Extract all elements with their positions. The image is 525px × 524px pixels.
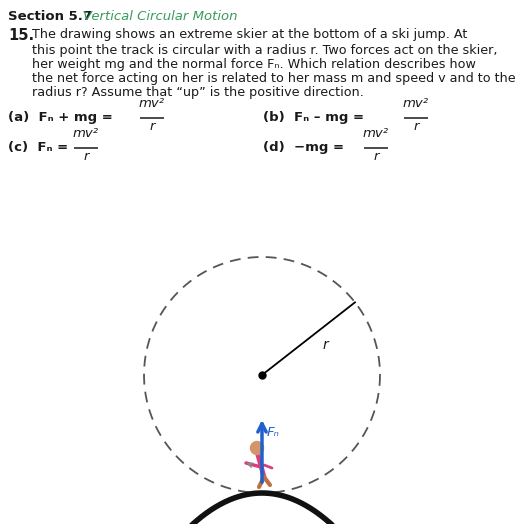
- Text: this point the track is circular with a radius r. Two forces act on the skier,: this point the track is circular with a …: [32, 44, 498, 57]
- Text: r: r: [83, 150, 89, 163]
- Text: (a)  Fₙ + mg =: (a) Fₙ + mg =: [8, 112, 113, 125]
- Text: the net force acting on her is related to her mass m and speed v and to the: the net force acting on her is related t…: [32, 72, 516, 85]
- Text: (c)  Fₙ =: (c) Fₙ =: [8, 141, 68, 155]
- Text: her weight mg and the normal force Fₙ. Which relation describes how: her weight mg and the normal force Fₙ. W…: [32, 58, 476, 71]
- Text: r: r: [413, 120, 419, 133]
- Text: r: r: [322, 337, 328, 352]
- Circle shape: [250, 442, 264, 454]
- Text: Section 5.7: Section 5.7: [8, 10, 92, 23]
- Text: 15.: 15.: [8, 28, 34, 43]
- Text: r: r: [373, 150, 379, 163]
- Text: The drawing shows an extreme skier at the bottom of a ski jump. At: The drawing shows an extreme skier at th…: [32, 28, 467, 41]
- Text: Vertical Circular Motion: Vertical Circular Motion: [83, 10, 237, 23]
- Text: mv²: mv²: [139, 97, 165, 110]
- Text: Fₙ: Fₙ: [267, 427, 280, 440]
- Text: radius r? Assume that “up” is the positive direction.: radius r? Assume that “up” is the positi…: [32, 86, 364, 99]
- Text: mv²: mv²: [73, 127, 99, 140]
- Text: mv²: mv²: [403, 97, 429, 110]
- Text: (d)  −mg =: (d) −mg =: [263, 141, 344, 155]
- Text: mv²: mv²: [363, 127, 389, 140]
- Text: r: r: [149, 120, 155, 133]
- Text: (b)  Fₙ – mg =: (b) Fₙ – mg =: [263, 112, 364, 125]
